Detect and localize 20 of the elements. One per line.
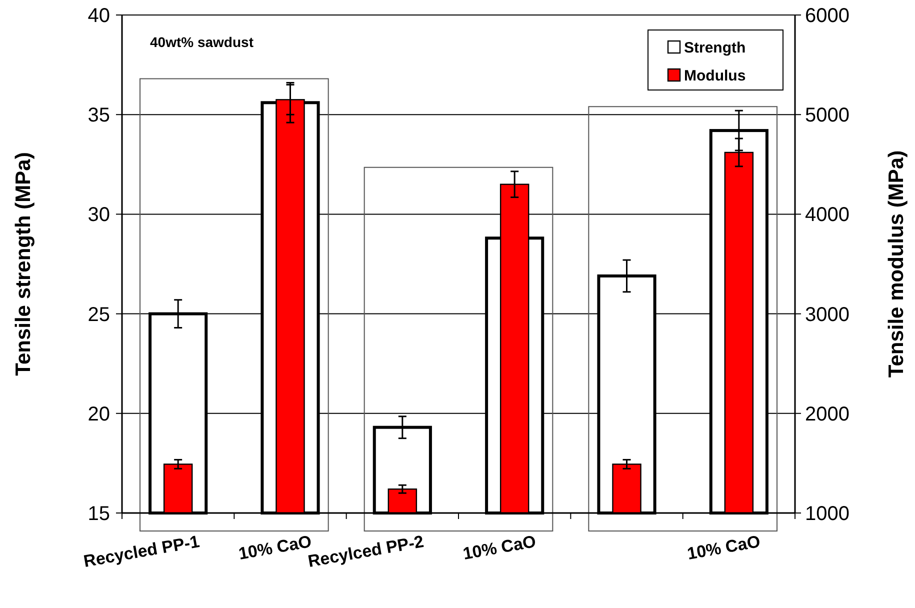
y-tick-label: 20 — [88, 403, 110, 426]
legend-label: Strength — [684, 39, 746, 56]
y-tick-label: 15 — [88, 503, 110, 525]
y2-tick-label: 3000 — [805, 304, 850, 326]
y-tick-label: 30 — [88, 204, 110, 226]
y2-tick-label: 2000 — [805, 403, 850, 426]
y-axis-title: Tensile strength (MPa) — [12, 152, 35, 376]
y-tick-label: 35 — [88, 104, 110, 127]
x-tick-label: Recycled PP-1 — [82, 532, 201, 572]
y-tick-label: 25 — [88, 304, 110, 326]
y2-tick-label: 5000 — [805, 104, 850, 127]
annotation: 40wt% sawdust — [150, 34, 254, 50]
y2-tick-label: 6000 — [805, 5, 850, 27]
x-tick-label: 10% CaO — [686, 532, 762, 564]
x-tick-label: 10% CaO — [461, 532, 538, 564]
y2-tick-label: 1000 — [805, 503, 850, 525]
y2-axis-title: Tensile modulus (MPa) — [885, 150, 908, 378]
legend-label: Modulus — [684, 67, 746, 84]
y2-tick-label: 4000 — [805, 204, 850, 226]
y-tick-label: 40 — [88, 5, 110, 27]
